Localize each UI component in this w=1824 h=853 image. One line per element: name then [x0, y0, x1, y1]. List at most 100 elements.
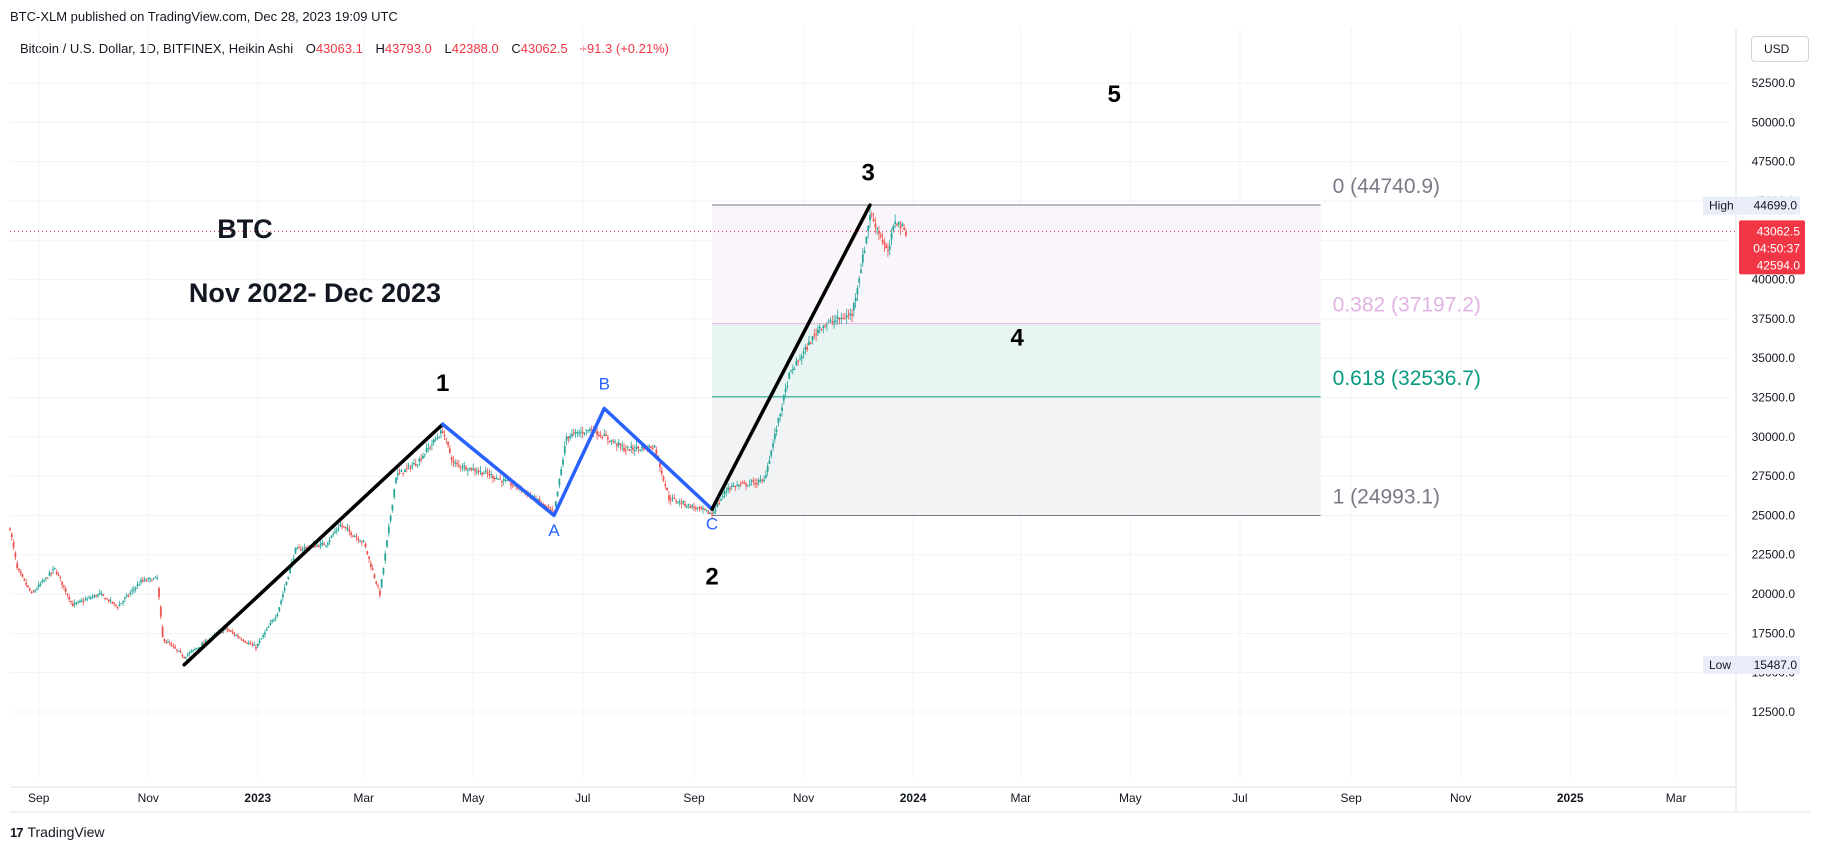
candle [113, 601, 116, 607]
candle-body [156, 577, 159, 579]
candle [707, 510, 710, 514]
candle-body [387, 526, 390, 533]
candle [558, 478, 561, 489]
candle-body [292, 558, 295, 560]
y-tick-label-9: 30000.0 [1752, 430, 1796, 444]
candle [30, 590, 33, 594]
candle-body [237, 635, 239, 637]
change-value: +91.3 (+0.21%) [579, 41, 669, 56]
candle [402, 472, 405, 477]
price-tag-bg [1739, 220, 1805, 275]
candle-body [694, 507, 697, 509]
candle [628, 448, 631, 452]
candle [330, 535, 333, 539]
y-tick-label-16: 12500.0 [1752, 705, 1796, 719]
tradingview-logo[interactable]: 17 TradingView [10, 824, 105, 840]
y-tick-label-5: 40000.0 [1752, 273, 1796, 287]
candle-body [73, 602, 76, 605]
candle-body [301, 549, 304, 551]
candle-body [502, 479, 505, 481]
candle-body [177, 650, 180, 652]
y-tick-label-14: 17500.0 [1752, 626, 1796, 640]
candle [389, 514, 392, 524]
candle [321, 539, 324, 547]
candle-body [797, 360, 800, 362]
candle [709, 511, 712, 515]
candle-body [192, 649, 195, 651]
candle [666, 487, 669, 491]
candle [630, 441, 633, 454]
candle-body [876, 228, 879, 230]
candle-body [562, 459, 564, 465]
candle-body [95, 595, 98, 597]
candle [551, 505, 554, 512]
candle [745, 481, 748, 491]
candle-body [614, 441, 616, 443]
candle-body [843, 318, 846, 320]
candle [560, 466, 563, 477]
candle [876, 226, 879, 235]
candle-body [413, 463, 415, 465]
chart-subtitle: Nov 2022- Dec 2023 [189, 278, 441, 308]
candle [563, 441, 566, 457]
candle-body [185, 657, 187, 659]
candle [413, 458, 415, 465]
candle [28, 587, 31, 592]
candle-body [179, 651, 182, 653]
candle-body [495, 477, 498, 480]
candle-body [165, 641, 168, 643]
candle-body [41, 580, 44, 583]
candle [596, 425, 598, 441]
candle [66, 592, 69, 598]
wave-label-3: 3 [862, 160, 875, 187]
candle-body [759, 479, 762, 481]
candle-body [18, 568, 20, 571]
candle-body [738, 484, 740, 486]
candle-body [382, 568, 385, 574]
candle-body [662, 476, 665, 481]
candle [635, 441, 638, 452]
candle-body [364, 544, 367, 548]
candle-body [856, 288, 859, 295]
candle [685, 504, 688, 509]
candle [59, 575, 62, 582]
wave-lines[interactable] [182, 203, 872, 667]
candle [380, 578, 383, 589]
candle-body [262, 635, 265, 637]
fib-retracement[interactable]: 0 (44740.9) 0.382 (37197.2) 0.618 (32536.7… [712, 175, 1481, 517]
candle [779, 413, 782, 422]
candle [382, 567, 385, 576]
candle-body [457, 464, 460, 466]
candle [834, 314, 837, 326]
candle [185, 656, 187, 660]
candle [285, 581, 288, 586]
candle [484, 466, 487, 474]
candle-body [492, 476, 494, 479]
candle-body [538, 499, 541, 503]
candle-body [621, 445, 624, 447]
candle [684, 500, 686, 509]
candle [387, 523, 390, 537]
candle [501, 480, 503, 487]
candle [422, 452, 424, 460]
fib-band-0 [712, 205, 1321, 324]
candle [111, 601, 114, 605]
x-tick-label-3: Mar [353, 791, 374, 805]
candle-body [36, 588, 38, 590]
candle [818, 323, 821, 334]
candle [25, 579, 28, 588]
currency-button[interactable]: USD [1751, 36, 1809, 62]
close-value: 43062.5 [520, 41, 568, 56]
candle [617, 438, 620, 448]
candle-body [371, 568, 374, 571]
wave-label-2: 2 [705, 564, 718, 591]
symbol-description[interactable]: Bitcoin / U.S. Dollar, 1D, BITFINEX, Hei… [20, 41, 294, 56]
candle-body [396, 473, 399, 476]
candle [624, 444, 627, 455]
candle-body [195, 648, 198, 650]
candle [879, 232, 882, 240]
candle [131, 587, 133, 595]
candle-body [822, 326, 825, 328]
candle [770, 449, 773, 459]
